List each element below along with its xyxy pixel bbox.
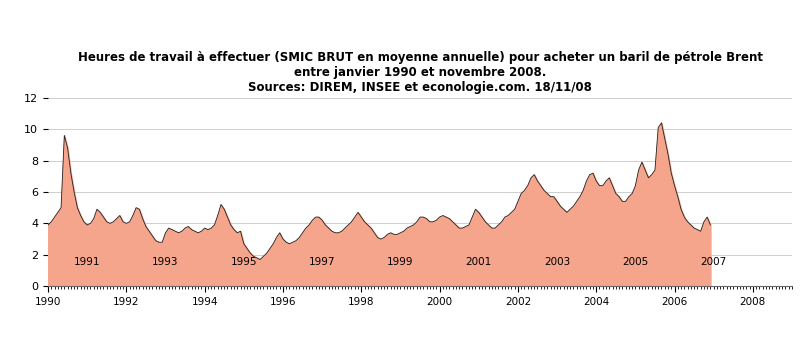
Text: 2003: 2003 xyxy=(544,257,570,267)
Text: 1999: 1999 xyxy=(387,257,414,267)
Text: 2001: 2001 xyxy=(466,257,492,267)
Text: 1995: 1995 xyxy=(230,257,257,267)
Text: 1991: 1991 xyxy=(74,257,101,267)
Text: 1993: 1993 xyxy=(152,257,178,267)
Title: Heures de travail à effectuer (SMIC BRUT en moyenne annuelle) pour acheter un ba: Heures de travail à effectuer (SMIC BRUT… xyxy=(78,51,762,94)
Text: 1997: 1997 xyxy=(309,257,335,267)
Text: 2007: 2007 xyxy=(701,257,727,267)
Text: 2005: 2005 xyxy=(622,257,649,267)
